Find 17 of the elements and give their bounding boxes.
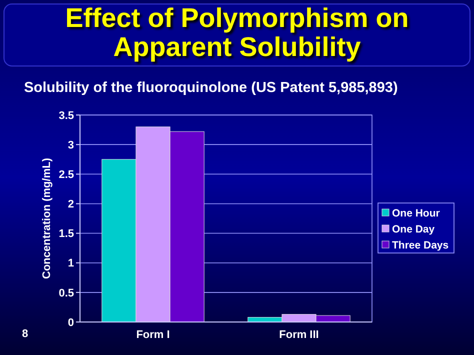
y-tick-label: 1.5 [58,228,74,240]
y-tick-label: 1 [68,258,74,270]
y-tick-label: 3.5 [58,110,74,122]
y-tick-label: 2.5 [58,168,74,181]
legend-label: One Hour [392,208,440,220]
text: 8 [22,328,28,340]
chart-title: Effect of Polymorphism on Apparent Solubility [64,3,410,62]
x-tick-label: Form I [136,329,170,341]
x-tick-label: Form III [279,329,319,341]
y-tick-label: 0 [68,316,74,329]
legend-label: Three Days [392,240,449,252]
y-tick-label: 3 [68,139,74,152]
legend-label: One Day [392,224,435,236]
chart-subtitle: Solubility of the fluoroquinolone (US Patent 5,985,893) [24,80,398,96]
y-tick-label: 2 [68,198,74,211]
y-tick-label: 0.5 [58,287,74,300]
y-axis-title: Concentration (mg/mL) [41,158,53,279]
